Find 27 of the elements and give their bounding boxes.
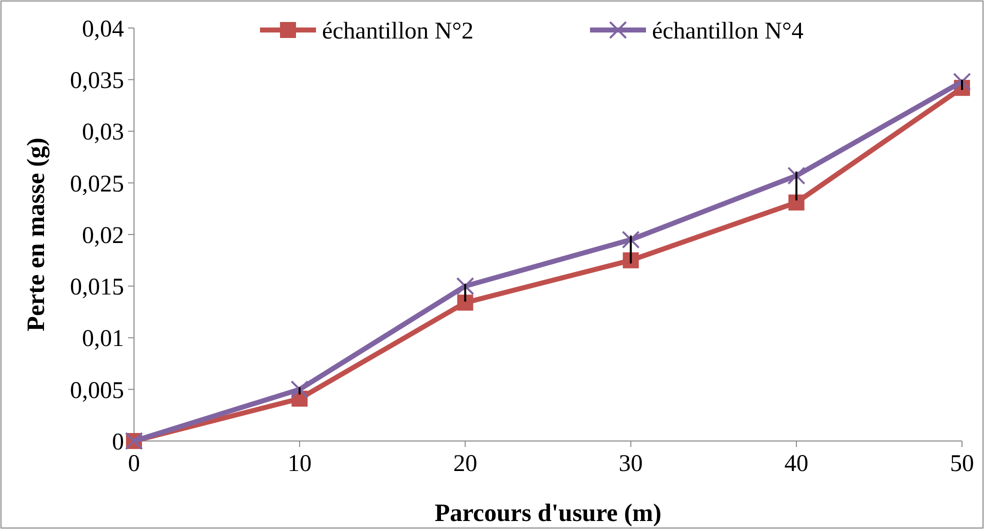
point — [456, 277, 474, 296]
x-tick-label: 0 — [128, 451, 140, 477]
x-tick-label: 20 — [453, 451, 478, 477]
y-tick-label: 0,025 — [70, 171, 124, 198]
x-tick-label: 50 — [950, 451, 974, 477]
y-tick-label: 0,015 — [70, 274, 124, 301]
point — [787, 166, 806, 185]
point — [953, 72, 971, 91]
y-tick-label: 0,035 — [70, 68, 124, 94]
point — [290, 380, 309, 398]
point — [457, 294, 474, 311]
y-axis-title: Perte en masse (g) — [23, 138, 50, 332]
point — [622, 252, 639, 268]
y-tick-label: 0,02 — [82, 222, 124, 249]
point — [622, 230, 640, 249]
x-tick-label: 30 — [618, 451, 643, 477]
point — [788, 194, 804, 210]
x-tick-label: 10 — [288, 451, 312, 477]
legend-label: échantillon N°2 — [322, 18, 474, 44]
y-tick-label: 0,03 — [82, 120, 124, 146]
x-axis-title: Parcours d'usure (m) — [434, 500, 662, 527]
y-tick-label: 0,005 — [70, 378, 124, 404]
x-tick-label: 40 — [784, 451, 808, 477]
y-tick-label: 0,04 — [82, 16, 124, 42]
y-tick-label: 0 — [112, 429, 124, 456]
y-tick-label: 0,01 — [82, 326, 124, 352]
legend-label: échantillon N°4 — [652, 18, 804, 44]
